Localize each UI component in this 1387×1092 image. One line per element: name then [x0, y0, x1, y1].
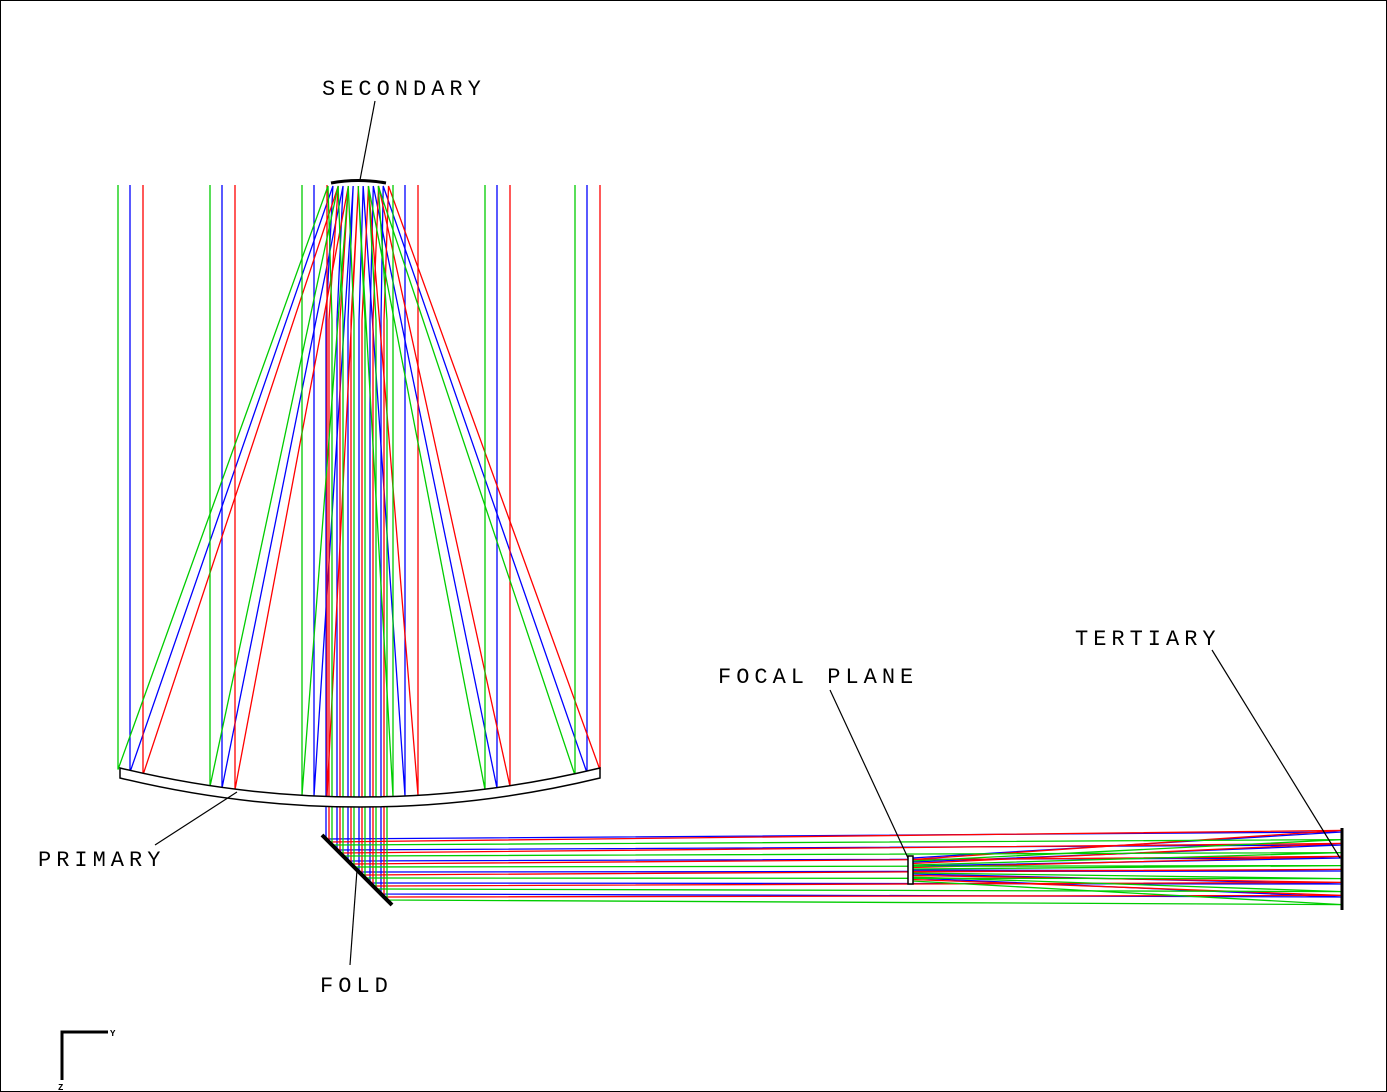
label: TERTIARY	[1075, 627, 1221, 652]
leader	[829, 689, 909, 859]
leader	[1211, 649, 1341, 859]
secondary-mirror	[330, 179, 387, 185]
label: SECONDARY	[322, 77, 486, 102]
axis-triad	[60, 1030, 108, 1080]
label: FOCAL PLANE	[718, 665, 918, 690]
focal-plane	[907, 855, 914, 885]
label: PRIMARY	[38, 848, 165, 873]
axis-label: Y	[110, 1029, 116, 1039]
primary-mirror	[119, 767, 601, 808]
label: FOLD	[320, 974, 393, 999]
axis-label: Z	[58, 1083, 63, 1092]
leader	[349, 869, 358, 966]
leader	[359, 100, 376, 181]
leaders	[154, 100, 1341, 966]
leader	[154, 791, 238, 846]
